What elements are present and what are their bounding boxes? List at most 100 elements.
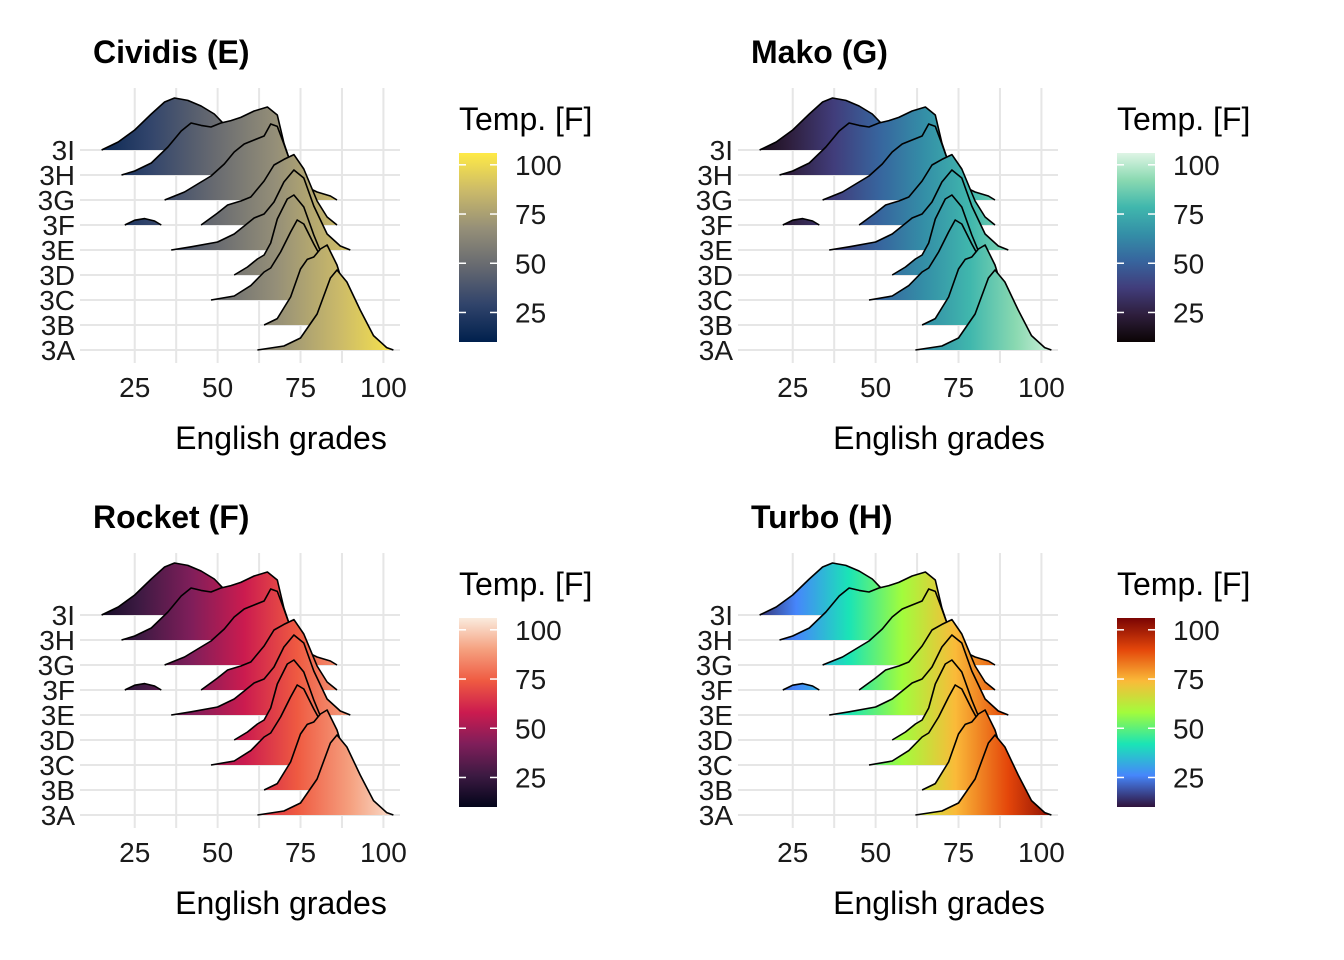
x-tick-label: 25 bbox=[119, 372, 150, 403]
y-tick-label: 3G bbox=[696, 185, 733, 216]
x-tick-label: 75 bbox=[943, 837, 974, 868]
x-axis-title: English grades bbox=[833, 885, 1045, 921]
legend-tick-label: 100 bbox=[515, 615, 562, 646]
y-tick-label: 3H bbox=[39, 625, 75, 656]
y-tick-label: 3D bbox=[39, 260, 75, 291]
y-tick-label: 3H bbox=[697, 160, 733, 191]
y-tick-label: 3E bbox=[699, 235, 733, 266]
ridge-line bbox=[171, 169, 351, 251]
x-tick-label: 50 bbox=[202, 372, 233, 403]
ridge-line bbox=[171, 634, 351, 716]
x-axis-title: English grades bbox=[833, 420, 1045, 456]
ridge-line bbox=[121, 571, 298, 641]
x-tick-label: 100 bbox=[1018, 372, 1065, 403]
legend-title: Temp. [F] bbox=[459, 566, 592, 602]
ridge-line bbox=[257, 269, 394, 351]
x-tick-label: 100 bbox=[360, 837, 407, 868]
y-tick-label: 3A bbox=[41, 335, 76, 366]
legend-tick-label: 50 bbox=[515, 248, 546, 279]
y-tick-label: 3A bbox=[41, 800, 76, 831]
ridge-line bbox=[915, 269, 1052, 351]
ridge-line bbox=[915, 734, 1052, 816]
legend-tick-label: 100 bbox=[515, 150, 562, 181]
ridge-line bbox=[121, 106, 298, 176]
legend-title: Temp. [F] bbox=[1117, 566, 1250, 602]
y-tick-label: 3D bbox=[39, 725, 75, 756]
y-tick-label: 3C bbox=[39, 285, 75, 316]
legend-tick-label: 50 bbox=[1173, 248, 1204, 279]
y-tick-label: 3F bbox=[700, 210, 733, 241]
legend-tick-label: 25 bbox=[1173, 762, 1204, 793]
ridges bbox=[759, 97, 1052, 351]
y-tick-label: 3E bbox=[41, 700, 75, 731]
ridge-line bbox=[124, 618, 338, 691]
x-tick-label: 75 bbox=[285, 837, 316, 868]
ridge-area bbox=[257, 735, 394, 815]
ridges bbox=[101, 562, 394, 816]
x-axis-labels: 25 50 75 100 bbox=[119, 837, 407, 868]
x-axis-labels: 25 50 75 100 bbox=[777, 372, 1065, 403]
legend-title: Temp. [F] bbox=[1117, 101, 1250, 137]
y-tick-label: 3B bbox=[41, 310, 75, 341]
legend-tick-label: 50 bbox=[1173, 713, 1204, 744]
x-tick-label: 100 bbox=[360, 372, 407, 403]
y-tick-label: 3H bbox=[39, 160, 75, 191]
ridge-area bbox=[915, 270, 1052, 350]
x-tick-label: 50 bbox=[860, 837, 891, 868]
y-tick-label: 3C bbox=[697, 750, 733, 781]
legend-title: Temp. [F] bbox=[459, 101, 592, 137]
y-tick-label: 3E bbox=[41, 235, 75, 266]
y-tick-label: 3I bbox=[52, 600, 75, 631]
ridge-line bbox=[829, 634, 1009, 716]
y-tick-label: 3I bbox=[710, 135, 733, 166]
colorbar bbox=[459, 153, 497, 342]
ridges bbox=[101, 97, 394, 351]
y-tick-label: 3G bbox=[696, 650, 733, 681]
colorbar bbox=[1117, 618, 1155, 807]
ridge-area bbox=[257, 270, 394, 350]
y-tick-label: 3H bbox=[697, 625, 733, 656]
y-tick-label: 3B bbox=[41, 775, 75, 806]
legend-tick-label: 75 bbox=[1173, 664, 1204, 695]
y-tick-label: 3I bbox=[710, 600, 733, 631]
panel-title: Rocket (F) bbox=[93, 499, 249, 535]
legend: Temp. [F] 25 50 75 100 bbox=[459, 101, 592, 342]
y-tick-label: 3A bbox=[699, 335, 734, 366]
x-tick-label: 100 bbox=[1018, 837, 1065, 868]
legend-tick-label: 75 bbox=[515, 199, 546, 230]
legend: Temp. [F] 25 50 75 100 bbox=[1117, 566, 1250, 807]
legend: Temp. [F] 25 50 75 100 bbox=[459, 566, 592, 807]
y-tick-label: 3E bbox=[699, 700, 733, 731]
x-axis-labels: 25 50 75 100 bbox=[119, 372, 407, 403]
legend-tick-label: 75 bbox=[515, 664, 546, 695]
legend-tick-label: 75 bbox=[1173, 199, 1204, 230]
ridge-area bbox=[915, 735, 1052, 815]
y-tick-label: 3G bbox=[38, 185, 75, 216]
ridge-line bbox=[829, 169, 1009, 251]
x-axis-title: English grades bbox=[175, 885, 387, 921]
y-tick-label: 3B bbox=[699, 310, 733, 341]
legend-tick-label: 100 bbox=[1173, 615, 1220, 646]
legend-tick-label: 25 bbox=[515, 762, 546, 793]
y-tick-label: 3I bbox=[52, 135, 75, 166]
legend-tick-label: 25 bbox=[1173, 297, 1204, 328]
legend: Temp. [F] 25 50 75 100 bbox=[1117, 101, 1250, 342]
colorbar bbox=[1117, 153, 1155, 342]
y-tick-label: 3F bbox=[42, 675, 75, 706]
panel-title: Cividis (E) bbox=[93, 34, 249, 70]
legend-tick-label: 25 bbox=[515, 297, 546, 328]
ridge-line bbox=[779, 106, 956, 176]
x-tick-label: 50 bbox=[860, 372, 891, 403]
x-axis-title: English grades bbox=[175, 420, 387, 456]
x-tick-label: 25 bbox=[119, 837, 150, 868]
ridge-line bbox=[782, 618, 996, 691]
panel-title: Mako (G) bbox=[751, 34, 888, 70]
y-tick-label: 3F bbox=[700, 675, 733, 706]
y-tick-label: 3F bbox=[42, 210, 75, 241]
